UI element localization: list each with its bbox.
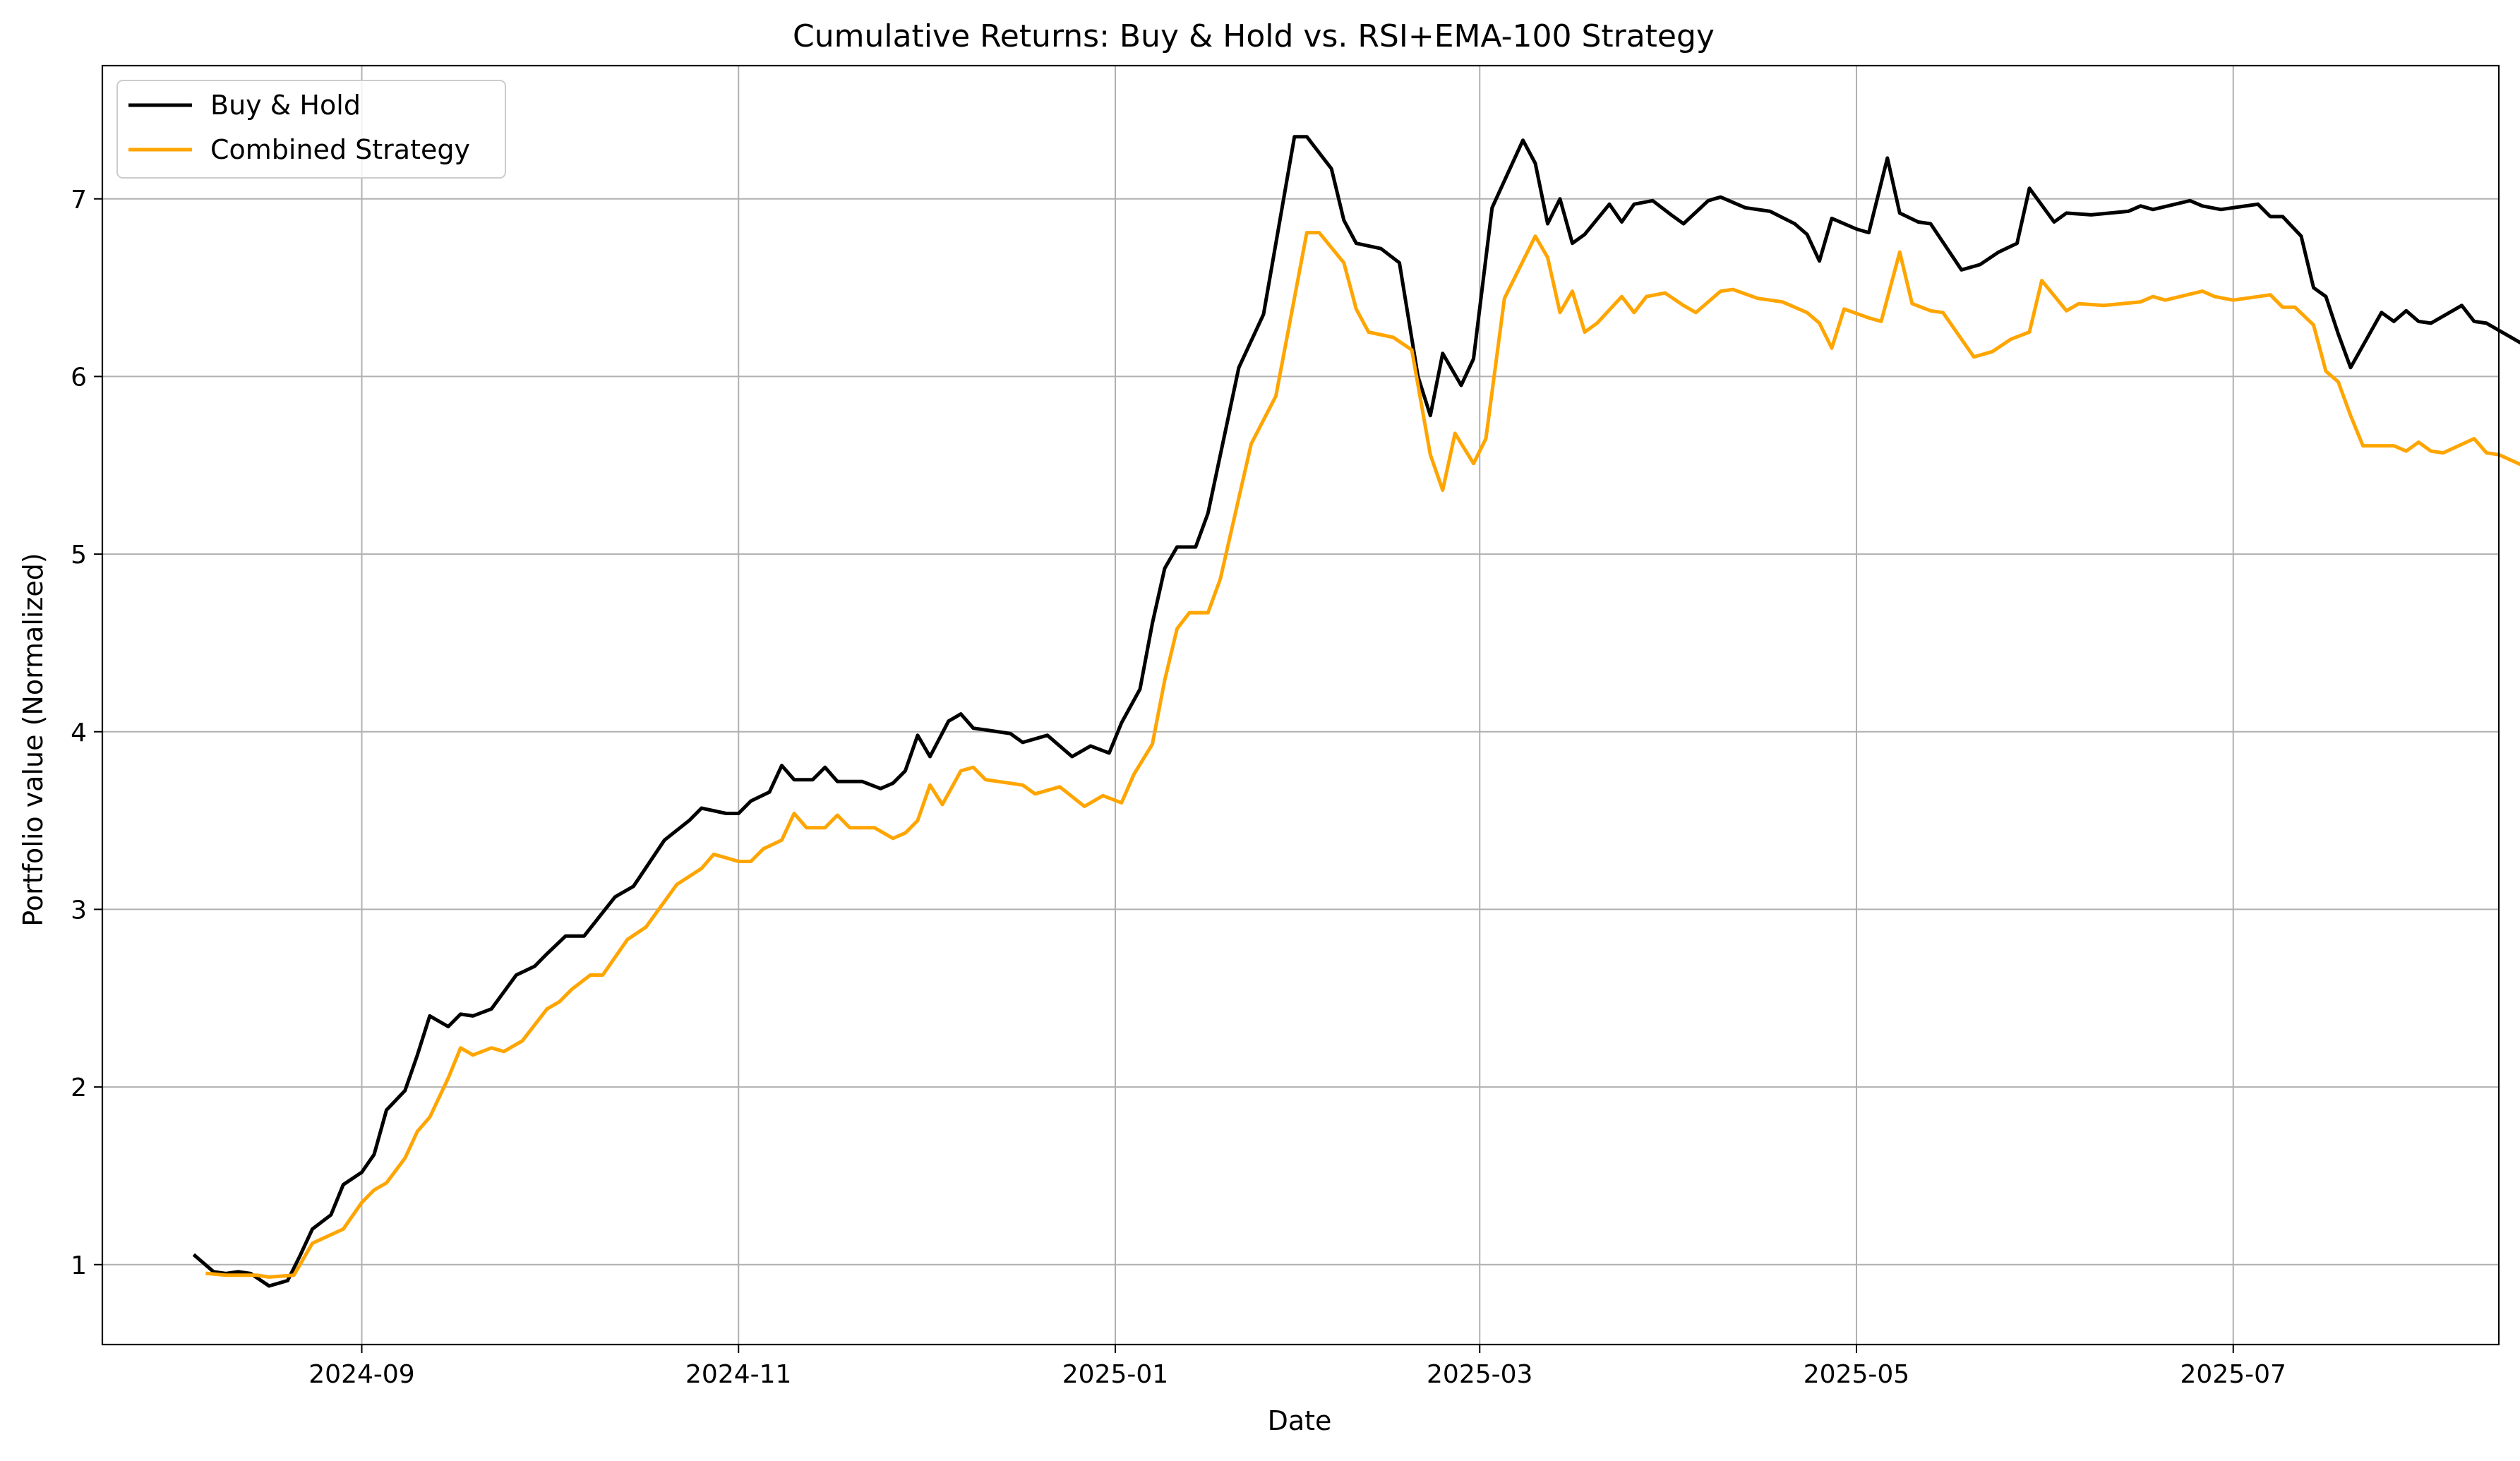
x-tick-label: 2025-01 <box>1062 1360 1168 1389</box>
y-tick-label: 2 <box>71 1074 87 1102</box>
x-tick-label: 2025-05 <box>1804 1360 1909 1389</box>
y-tick-label: 1 <box>71 1251 87 1280</box>
y-tick-label: 7 <box>71 186 87 215</box>
x-tick-label: 2025-07 <box>2180 1360 2286 1389</box>
legend-box <box>116 80 506 179</box>
x-tick-label: 2025-03 <box>1427 1360 1532 1389</box>
y-tick-label: 5 <box>71 541 87 570</box>
legend-label-combined-strategy: Combined Strategy <box>210 134 470 165</box>
y-axis-label: Portfolio value (Normalized) <box>18 553 49 926</box>
legend: Buy & Hold Combined Strategy <box>116 80 506 179</box>
plot-frame <box>101 64 2500 1346</box>
x-tick-label: 2024-11 <box>685 1360 791 1389</box>
buy-hold-line <box>192 135 2520 1288</box>
axis-ticks: 2024-09 2024-11 2025-01 2025-03 2025-05 2025-… <box>71 186 2286 1389</box>
y-tick-label: 3 <box>71 896 87 925</box>
chart-title: Cumulative Returns: Buy & Hold vs. RSI+E… <box>793 18 1715 54</box>
grid-lines <box>102 66 2499 1345</box>
y-tick-label: 6 <box>71 363 87 392</box>
x-tick-label: 2024-09 <box>308 1360 414 1389</box>
legend-label-buy-hold: Buy & Hold <box>210 90 361 121</box>
x-axis-label: Date <box>1268 1405 1332 1436</box>
combined-strategy-line <box>205 231 2520 1279</box>
plot-series <box>192 135 2520 1288</box>
y-tick-label: 4 <box>71 719 87 747</box>
